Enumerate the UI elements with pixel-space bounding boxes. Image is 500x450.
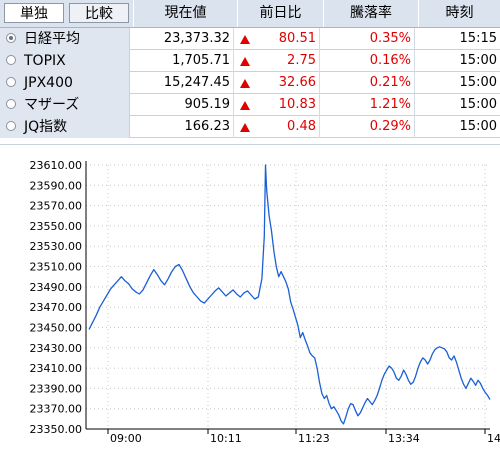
price-cell: 166.23 (130, 116, 234, 138)
index-name: 日経平均 (24, 31, 80, 47)
y-tick-label: 23530.00 (30, 240, 83, 253)
index-name: TOPIX (24, 53, 66, 69)
x-tick-label: 11:23 (298, 432, 330, 445)
change-cell: 10.83 (234, 94, 320, 116)
y-tick-label: 23410.00 (30, 362, 83, 375)
intraday-chart: 23610.00 23590.00 23570.00 23550.00 23530.00… (0, 144, 500, 450)
time-cell: 15:00 (459, 75, 497, 90)
time-cell: 15:00 (459, 119, 497, 134)
time-cell: 15:00 (459, 97, 497, 112)
up-arrow-icon (240, 79, 250, 88)
series-line (88, 164, 491, 425)
row-name-cell[interactable]: マザーズ (0, 94, 130, 116)
percent-cell: 0.16% (320, 50, 415, 72)
y-tick-label: 23390.00 (30, 382, 83, 395)
y-tick-label: 23430.00 (30, 342, 83, 355)
percent-cell: 0.35% (320, 28, 415, 50)
percent-cell: 0.29% (320, 116, 415, 138)
y-tick-label: 23570.00 (30, 200, 83, 213)
price-cell: 905.19 (130, 94, 234, 116)
table-row[interactable]: マザーズ 905.19 10.83 1.21% 15:00 (0, 94, 500, 116)
row-name-cell[interactable]: TOPIX (0, 50, 130, 72)
time-cell: 15:00 (459, 53, 497, 68)
y-tick-label: 23490.00 (30, 281, 83, 294)
radio-button[interactable] (6, 99, 16, 109)
table-row[interactable]: JPX400 15,247.45 32.66 0.21% 15:00 (0, 72, 500, 94)
row-name-cell[interactable]: JQ指数 (0, 116, 130, 138)
index-name: JPX400 (24, 75, 73, 91)
time-cell: 15:15 (459, 31, 497, 46)
radio-button[interactable] (6, 33, 16, 43)
index-name: マザーズ (24, 97, 80, 113)
index-name: JQ指数 (24, 119, 68, 135)
table-row[interactable]: TOPIX 1,705.71 2.75 0.16% 15:00 (0, 50, 500, 72)
row-name-cell[interactable]: 日経平均 (0, 28, 130, 50)
percent-cell: 1.21% (320, 94, 415, 116)
column-header-price: 現在値 (133, 0, 237, 27)
row-name-cell[interactable]: JPX400 (0, 72, 130, 94)
up-arrow-icon (240, 35, 250, 44)
radio-button[interactable] (6, 77, 16, 87)
up-arrow-icon (240, 57, 250, 66)
table-row[interactable]: JQ指数 166.23 0.48 0.29% 15:00 (0, 116, 500, 138)
percent-cell: 0.21% (320, 72, 415, 94)
y-tick-label: 23370.00 (30, 403, 83, 416)
x-tick-label: 09:00 (110, 432, 142, 445)
y-tick-label: 23450.00 (30, 321, 83, 334)
price-cell: 15,247.45 (130, 72, 234, 94)
up-arrow-icon (240, 101, 250, 110)
change-cell: 32.66 (234, 72, 320, 94)
line-chart: 23610.00 23590.00 23570.00 23550.00 23530.00… (30, 159, 500, 445)
table-header: 単独 比較 現在値 前日比 騰落率 時刻 (0, 0, 500, 28)
column-header-change: 前日比 (237, 0, 323, 27)
radio-button[interactable] (6, 121, 16, 131)
table-row[interactable]: 日経平均 23,373.32 80.51 0.35% 15:15 (0, 28, 500, 50)
change-cell: 80.51 (234, 28, 320, 50)
y-tick-label: 23610.00 (30, 159, 83, 172)
x-tick-label: 10:11 (210, 432, 242, 445)
y-tick-label: 23510.00 (30, 261, 83, 274)
index-table: 日経平均 23,373.32 80.51 0.35% 15:15 TOPIX 1… (0, 28, 500, 138)
y-tick-label: 23590.00 (30, 179, 83, 192)
y-tick-label: 23550.00 (30, 220, 83, 233)
x-tick-label: 14: (487, 432, 500, 445)
column-header-time: 時刻 (418, 0, 500, 27)
tab-compare[interactable]: 比較 (69, 3, 129, 23)
y-tick-label: 23350.00 (30, 423, 83, 436)
change-cell: 2.75 (234, 50, 320, 72)
y-tick-label: 23470.00 (30, 301, 83, 314)
column-header-percent: 騰落率 (323, 0, 418, 27)
price-cell: 1,705.71 (130, 50, 234, 72)
x-tick-label: 13:34 (388, 432, 420, 445)
change-cell: 0.48 (234, 116, 320, 138)
tab-single[interactable]: 単独 (4, 3, 64, 23)
price-cell: 23,373.32 (130, 28, 234, 50)
radio-button[interactable] (6, 55, 16, 65)
up-arrow-icon (240, 123, 250, 132)
